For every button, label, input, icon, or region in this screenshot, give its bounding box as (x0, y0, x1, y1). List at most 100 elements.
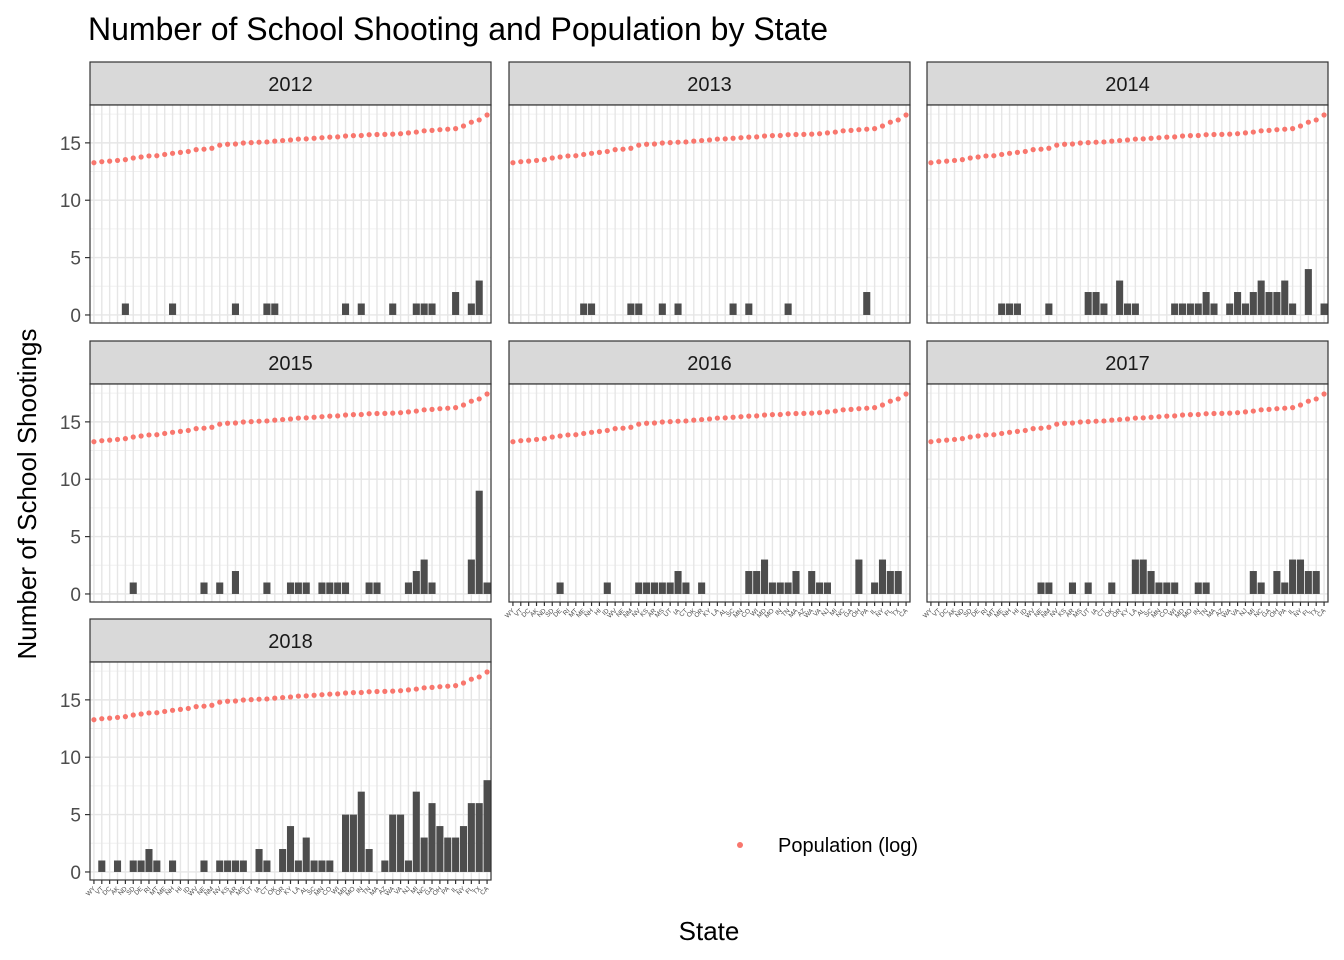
bar-CO (745, 571, 753, 594)
population-point-OK (272, 695, 278, 701)
y-tick-label: 0 (70, 306, 81, 327)
bar-NM (627, 303, 635, 315)
x-tick-label: RI (143, 885, 153, 895)
bar-AL (1139, 559, 1147, 594)
population-point-LA (295, 136, 301, 142)
x-tick-label: IA (1090, 607, 1100, 617)
population-point-KS (1061, 141, 1068, 147)
population-point-WI (1172, 134, 1178, 140)
population-point-MA (374, 688, 380, 695)
population-point-KS (643, 141, 650, 147)
population-point-LA (295, 693, 301, 699)
bar-NM (1045, 303, 1053, 315)
bar-CA (483, 582, 491, 594)
population-point-ID (185, 705, 191, 712)
bar-NJ (404, 582, 412, 594)
population-point-DE (557, 154, 563, 160)
bar-CA (483, 780, 491, 872)
population-point-KY (1124, 416, 1131, 422)
bar-IN (357, 303, 365, 315)
bar-VA (816, 582, 824, 594)
population-point-AK (533, 157, 540, 164)
bar-MI (412, 303, 420, 315)
x-tick-label: PA (859, 607, 870, 618)
population-point-GA (429, 127, 435, 133)
bar-IL (871, 582, 879, 594)
x-tick-label: ND (954, 607, 966, 619)
population-point-MN (319, 414, 325, 420)
bar-CT (682, 582, 690, 594)
x-tick-label: CO (321, 885, 333, 897)
population-point-FL (468, 119, 474, 125)
x-tick-label: ND (536, 607, 548, 619)
population-point-MD (1179, 412, 1186, 418)
population-point-WI (335, 134, 341, 140)
population-point-HI (1014, 149, 1021, 155)
bar-MN (318, 582, 326, 594)
x-tick-label: IN (1192, 607, 1202, 617)
bar-WA (808, 571, 816, 594)
x-tick-label: NH (164, 885, 176, 897)
population-point-VT (99, 159, 105, 165)
population-point-SC (730, 414, 736, 420)
population-point-NJ (405, 687, 412, 693)
bar-MN (1155, 582, 1163, 594)
bar-WA (1226, 303, 1234, 315)
population-point-NJ (405, 130, 412, 136)
population-point-NY (1297, 123, 1304, 129)
population-point-MT (991, 432, 997, 438)
population-point-OR (1117, 137, 1123, 144)
population-point-NC (1258, 128, 1264, 134)
population-point-WY (510, 439, 516, 445)
population-point-LA (1132, 415, 1138, 421)
population-point-KS (224, 141, 231, 147)
x-tick-label: TN (1198, 607, 1209, 618)
population-point-OR (699, 137, 705, 144)
facet-strip-label: 2016 (687, 353, 732, 375)
population-point-RI (146, 710, 152, 716)
population-point-CT (683, 418, 689, 424)
population-point-MO (350, 690, 357, 696)
population-point-KY (706, 137, 713, 143)
bar-IN (1194, 582, 1202, 594)
bar-ID (603, 582, 611, 594)
population-point-OR (1117, 416, 1123, 423)
x-tick-label: UT (244, 885, 255, 896)
panel-2014: 2014 (926, 61, 1329, 324)
population-point-TX (476, 674, 482, 680)
population-point-MT (154, 710, 160, 716)
population-point-OK (1109, 417, 1115, 423)
population-point-IL (872, 405, 878, 411)
bar-AZ (381, 860, 389, 872)
bar-MD (342, 814, 350, 872)
bar-WI (334, 582, 342, 594)
population-point-MO (350, 133, 357, 139)
x-tick-label: AL (299, 885, 310, 896)
bar-NE (200, 582, 208, 594)
bar-AR (231, 303, 239, 315)
population-point-CT (683, 139, 689, 145)
population-point-IN (1195, 411, 1201, 418)
x-tick-label: AZ (1214, 607, 1225, 618)
population-point-UT (248, 419, 254, 425)
population-point-MA (374, 410, 380, 417)
population-point-GA (848, 127, 854, 133)
population-point-MN (738, 414, 744, 420)
population-point-SD (967, 434, 973, 440)
population-point-NH (1006, 150, 1013, 156)
population-point-MD (342, 133, 349, 139)
bar-GA (428, 582, 436, 594)
population-point-ID (185, 427, 191, 434)
y-tick-label: 5 (70, 528, 81, 549)
population-point-NJ (824, 409, 831, 415)
population-point-FL (887, 119, 893, 125)
x-tick-label: LA (1128, 607, 1139, 618)
bar-WI (1171, 303, 1179, 315)
population-point-NY (460, 402, 467, 408)
population-point-PA (445, 683, 451, 689)
bar-MS (658, 582, 666, 594)
panel-border (926, 104, 1329, 324)
bar-MO (349, 814, 357, 872)
population-point-SD (549, 155, 555, 161)
facet-strip (89, 340, 492, 385)
